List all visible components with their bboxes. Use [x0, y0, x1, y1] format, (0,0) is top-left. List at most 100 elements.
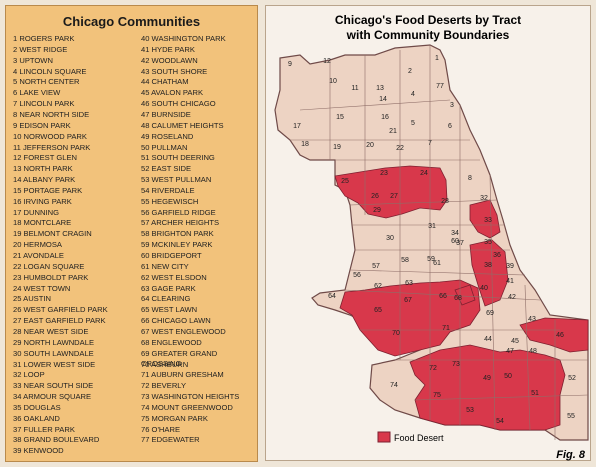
community-entry: 44 CHATHAM — [141, 77, 189, 87]
community-entry: 69 GREATER GRAND CROSSING — [141, 348, 218, 369]
community-number: 47 — [506, 348, 514, 355]
community-number: 53 — [466, 407, 474, 414]
community-entry: 62 WEST ELSDON — [141, 272, 207, 282]
community-number: 60 — [451, 238, 459, 245]
community-number: 18 — [301, 141, 309, 148]
community-entry: 67 WEST ENGLEWOOD — [141, 326, 226, 336]
community-entry: 34 ARMOUR SQUARE — [13, 392, 92, 402]
community-entry: 10 NORWOOD PARK — [13, 131, 87, 141]
community-number: 14 — [379, 96, 387, 103]
community-number: 43 — [528, 316, 536, 323]
community-entry: 55 HEGEWISCH — [141, 196, 199, 206]
community-number: 66 — [439, 293, 447, 300]
community-number: 3 — [450, 102, 454, 109]
community-entry: 27 EAST GARFIELD PARK — [13, 316, 106, 326]
community-number: 23 — [380, 170, 388, 177]
community-entry: 29 NORTH LAWNDALE — [13, 337, 95, 347]
community-entry: 4 LINCOLN SQUARE — [13, 66, 87, 76]
community-number: 57 — [372, 263, 380, 270]
community-entry: 15 PORTAGE PARK — [13, 185, 83, 195]
community-number: 30 — [386, 235, 394, 242]
community-number: 19 — [333, 144, 341, 151]
figure-label: Fig. 8 — [556, 449, 586, 461]
community-number: 63 — [405, 280, 413, 287]
community-number: 77 — [436, 83, 444, 90]
community-number: 73 — [452, 361, 460, 368]
community-boundaries — [290, 45, 589, 440]
community-number: 21 — [389, 128, 397, 135]
community-number: 8 — [468, 175, 472, 182]
community-entry: 51 SOUTH DEERING — [141, 153, 215, 163]
community-list-panel: Chicago Communities 1 ROGERS PARK 2 WEST … — [5, 5, 258, 462]
community-number: 59 — [427, 256, 435, 263]
community-number: 49 — [483, 375, 491, 382]
community-number: 50 — [504, 373, 512, 380]
community-number: 48 — [529, 348, 537, 355]
community-number: 25 — [341, 178, 349, 185]
community-entry: 73 WASHINGTON HEIGHTS — [141, 392, 240, 402]
community-entry: 74 MOUNT GREENWOOD — [141, 402, 233, 412]
community-number: 12 — [323, 58, 331, 65]
community-entry: 77 EDGEWATER — [141, 435, 200, 445]
community-entry: 70 ASHBURN — [141, 359, 189, 369]
community-entry: 60 BRIDGEPORT — [141, 251, 202, 260]
community-entry: 54 RIVERDALE — [141, 185, 195, 195]
community-entry: 52 EAST SIDE — [141, 164, 192, 174]
community-number: 16 — [381, 114, 389, 121]
community-entry: 76 O'HARE — [141, 424, 181, 434]
community-entry: 61 NEW CITY — [141, 261, 189, 271]
community-entry: 7 LINCOLN PARK — [13, 99, 75, 109]
community-entry: 37 FULLER PARK — [13, 424, 75, 434]
legend-swatch — [377, 431, 391, 443]
community-number: 45 — [511, 338, 519, 345]
community-entry: 14 ALBANY PARK — [13, 175, 76, 185]
community-number: 42 — [508, 294, 516, 301]
map-title: Chicago's Food Deserts by Tract — [335, 13, 521, 27]
community-entry: 2 WEST RIDGE — [13, 44, 68, 54]
community-entry: 43 SOUTH SHORE — [141, 66, 208, 76]
community-number: 4 — [411, 91, 415, 98]
community-number: 56 — [353, 272, 361, 279]
community-entry: 33 NEAR SOUTH SIDE — [13, 381, 94, 391]
community-entry: 53 WEST PULLMAN — [141, 175, 212, 185]
community-number: 5 — [411, 120, 415, 127]
community-entry: 63 GAGE PARK — [141, 283, 196, 293]
map-panel: Chicago's Food Deserts by Tract with Com… — [265, 5, 591, 461]
community-entry: 5 NORTH CENTER — [13, 77, 80, 87]
community-entry: 58 BRIGHTON PARK — [141, 229, 214, 239]
community-entry: 24 WEST TOWN — [13, 283, 71, 293]
community-entry: 42 WOODLAWN — [141, 55, 198, 65]
community-entry: 11 JEFFERSON PARK — [13, 142, 91, 152]
food-desert-areas — [334, 165, 589, 431]
community-entry: 38 GRAND BOULEVARD — [13, 435, 100, 445]
community-number: 15 — [336, 114, 344, 121]
community-number: 72 — [429, 365, 437, 372]
community-entry: 57 ARCHER HEIGHTS — [141, 218, 220, 228]
community-number: 55 — [567, 413, 575, 420]
community-number: 20 — [366, 142, 374, 149]
community-entry: 35 DOUGLAS — [13, 402, 61, 412]
community-number: 69 — [486, 310, 494, 317]
community-entry: 9 EDISON PARK — [13, 120, 71, 130]
community-entry: 3 UPTOWN — [13, 55, 53, 65]
community-number: 24 — [420, 170, 428, 177]
community-number: 1 — [435, 55, 439, 62]
community-entry: 68 ENGLEWOOD — [141, 337, 202, 347]
map-subtitle: with Community Boundaries — [346, 28, 510, 42]
community-entry: 1 ROGERS PARK — [13, 34, 75, 43]
community-number: 52 — [568, 375, 576, 382]
community-entry: 72 BEVERLY — [141, 381, 187, 391]
community-entry: 65 WEST LAWN — [141, 305, 198, 315]
community-number: 26 — [371, 193, 379, 200]
community-entry: 50 PULLMAN — [141, 142, 188, 152]
community-number: 51 — [531, 390, 539, 397]
community-number: 31 — [428, 223, 436, 230]
community-entry: 46 SOUTH CHICAGO — [141, 99, 216, 109]
list-title: Chicago Communities — [62, 14, 201, 29]
community-number: 74 — [390, 382, 398, 389]
community-number: 70 — [392, 330, 400, 337]
community-number: 27 — [390, 193, 398, 200]
community-entry: 18 MONTCLARE — [13, 218, 72, 228]
community-number: 35 — [484, 239, 492, 246]
